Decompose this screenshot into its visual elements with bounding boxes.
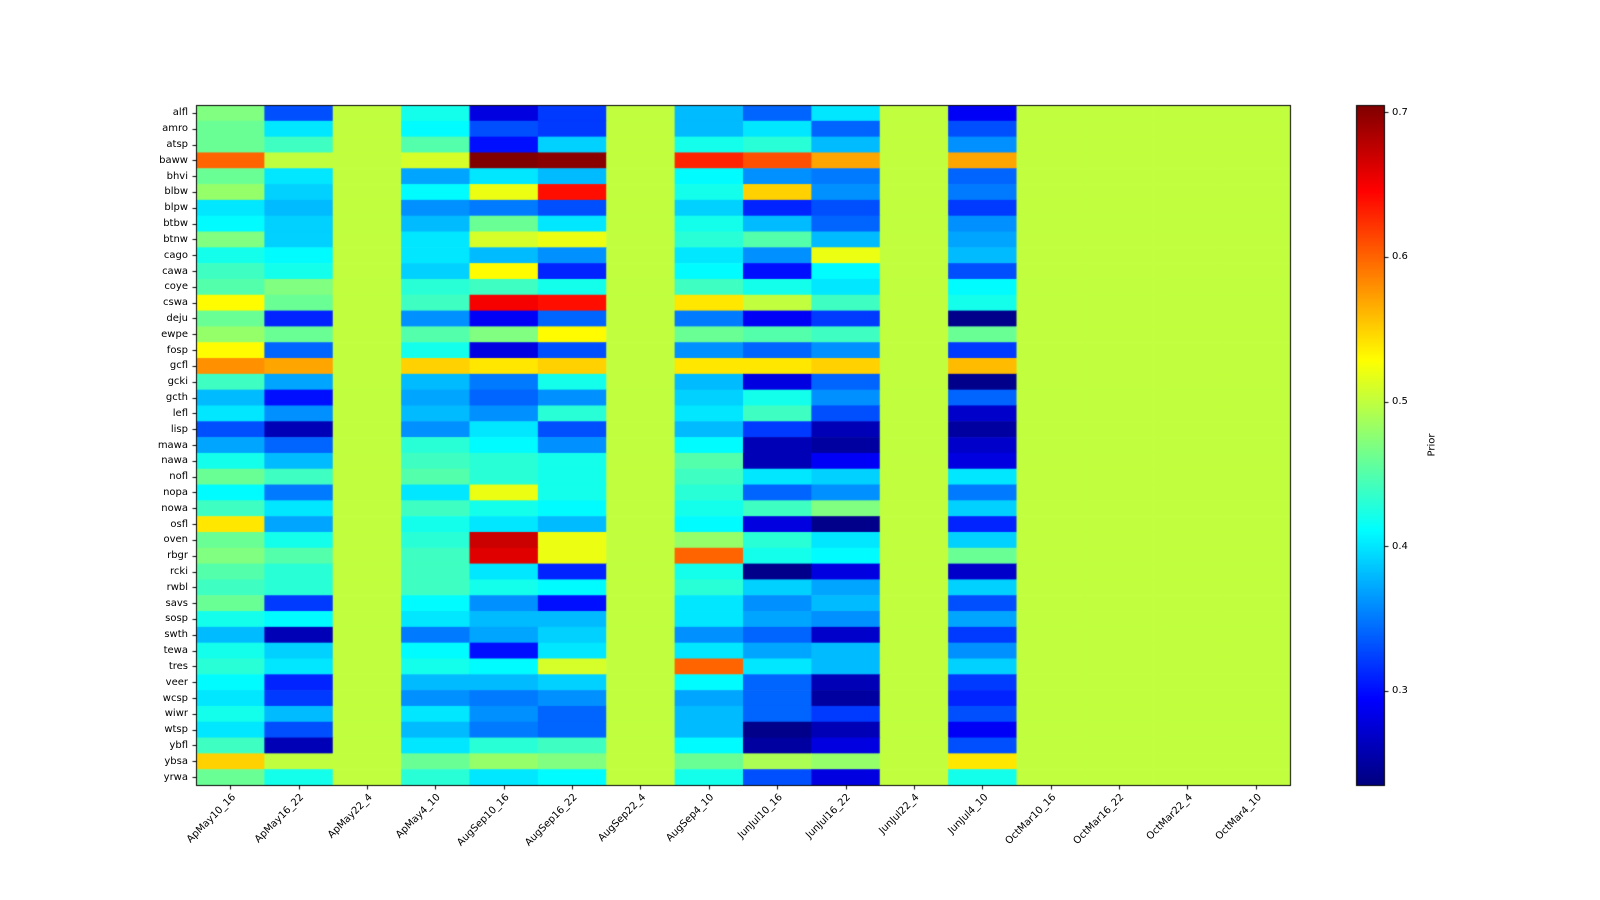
heatmap-figure: alfl amro atsp baww bhvi blbw blpw btbw btnw cago… [0,0,1600,900]
heatmap-canvas [0,0,1600,900]
